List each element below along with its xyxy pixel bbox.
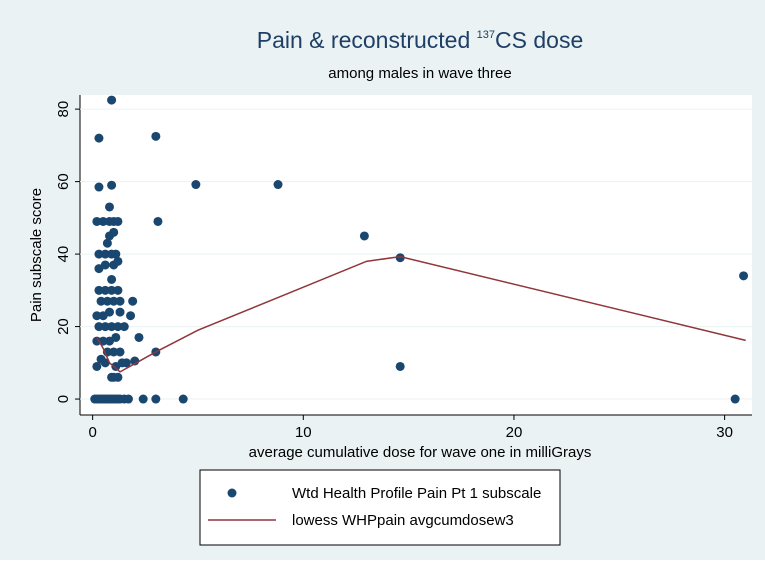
scatter-point — [92, 361, 102, 371]
y-tick-label: 80 — [55, 101, 72, 118]
scatter-point — [730, 394, 740, 404]
chart-title: Pain & reconstructed 137CS dose — [257, 27, 583, 53]
lowess-line — [96, 255, 746, 373]
scatter-point — [113, 285, 123, 295]
scatter-point — [107, 180, 117, 190]
scatter-point — [94, 249, 104, 259]
y-axis-label: Pain subscale score — [28, 188, 45, 322]
scatter-point — [96, 296, 106, 306]
legend — [199, 469, 561, 546]
scatter-point — [100, 285, 110, 295]
x-axis-label: average cumulative dose for wave one in … — [249, 444, 592, 461]
scatter-point — [109, 347, 119, 357]
scatter-point — [98, 216, 108, 226]
scatter-point — [113, 372, 123, 382]
scatter-point — [107, 285, 117, 295]
scatter-point — [178, 394, 188, 404]
plot-area — [80, 95, 752, 415]
scatter-point — [100, 249, 110, 259]
scatter-point — [115, 296, 125, 306]
scatter-point — [153, 216, 163, 226]
x-tick-label: 0 — [88, 424, 96, 441]
title-text: Pain & reconstructed — [257, 27, 477, 53]
scatter-point — [119, 322, 129, 332]
scatter-point — [94, 182, 104, 192]
y-tick-label: 0 — [55, 395, 72, 403]
y-tick-label: 60 — [55, 173, 72, 190]
scatter-point — [104, 202, 114, 212]
scatter-point — [191, 180, 201, 190]
scatter-point — [104, 307, 114, 317]
scatter-point — [94, 133, 104, 143]
scatter-point — [128, 296, 138, 306]
legend-marker — [227, 488, 237, 498]
y-tick-label: 20 — [55, 318, 72, 335]
scatter-point — [109, 227, 119, 237]
scatter-point — [94, 322, 104, 332]
scatter-point — [92, 216, 102, 226]
scatter-point — [92, 336, 102, 346]
x-tick-label: 20 — [506, 424, 523, 441]
scatter-point — [107, 274, 117, 284]
scatter-point — [273, 180, 283, 190]
scatter-point — [111, 332, 121, 342]
legend-label: lowess WHPpain avgcumdosew3 — [292, 512, 514, 529]
y-tick-label: 40 — [55, 246, 72, 263]
scatter-point — [395, 361, 405, 371]
scatter-point — [102, 238, 112, 248]
scatter-point — [107, 322, 117, 332]
title-superscript: 137 — [477, 29, 495, 41]
scatter-point — [395, 253, 405, 263]
scatter-point — [151, 394, 161, 404]
scatter-point — [100, 358, 110, 368]
scatter-point — [138, 394, 148, 404]
scatter-point — [113, 256, 123, 266]
scatter-point — [115, 347, 125, 357]
scatter-point — [100, 260, 110, 270]
scatter-point — [94, 285, 104, 295]
title-text: CS dose — [495, 27, 583, 53]
scatter-point — [739, 271, 749, 281]
scatter-point — [123, 394, 133, 404]
scatter-point — [115, 307, 125, 317]
scatter-point — [92, 311, 102, 321]
x-tick-label: 10 — [295, 424, 312, 441]
scatter-point — [113, 216, 123, 226]
chart-subtitle: among males in wave three — [328, 65, 511, 82]
scatter-point — [102, 296, 112, 306]
scatter-point — [359, 231, 369, 241]
legend-label: Wtd Health Profile Pain Pt 1 subscale — [292, 485, 541, 502]
scatter-point — [113, 322, 123, 332]
scatter-point — [121, 358, 131, 368]
scatter-point — [100, 322, 110, 332]
scatter-point — [111, 249, 121, 259]
scatter-point — [107, 95, 117, 105]
scatter-point — [134, 332, 144, 342]
scatter-point — [126, 311, 136, 321]
scatter-point — [151, 131, 161, 141]
x-tick-label: 30 — [716, 424, 733, 441]
scatter-point — [109, 296, 119, 306]
